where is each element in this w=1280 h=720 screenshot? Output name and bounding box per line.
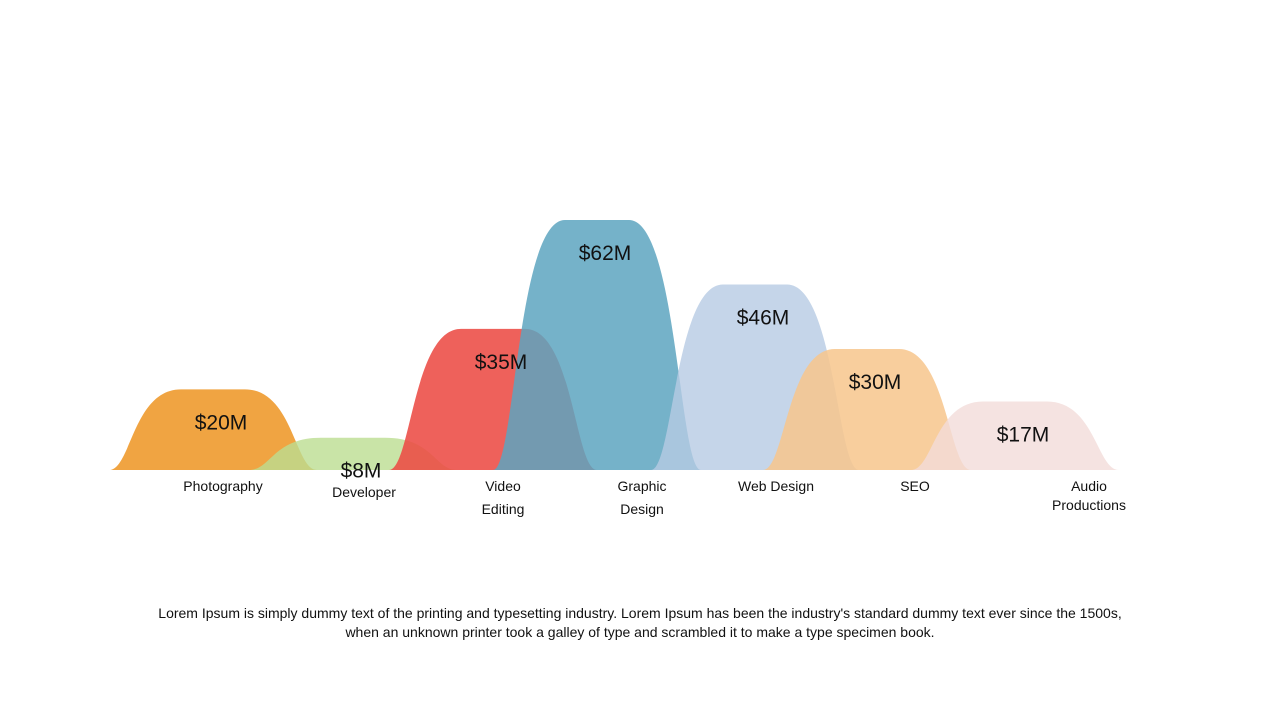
caption-line-2: when an unknown printer took a galley of… — [345, 624, 935, 640]
category-label-video-editing: Video Editing — [482, 478, 525, 517]
category-label-line: Developer — [332, 484, 396, 500]
category-label-audio-productions: Audio Productions — [1052, 478, 1126, 513]
category-label-line: Audio — [1071, 478, 1107, 494]
bump-audio-productions — [911, 401, 1119, 470]
category-label-line: Video — [485, 478, 521, 494]
value-label-developer: $8M — [341, 460, 382, 483]
bump-photography — [109, 389, 317, 470]
bump-seo — [763, 349, 971, 470]
bump-graphic-design — [493, 220, 701, 470]
category-label-graphic-design: Graphic Design — [617, 478, 666, 517]
category-label-line: Design — [620, 501, 664, 517]
category-label-developer: Developer — [332, 484, 396, 500]
category-label-line: Web Design — [738, 478, 814, 494]
value-label-web-design: $46M — [737, 307, 790, 330]
value-label-video-editing: $35M — [475, 351, 528, 374]
caption-line-1: Lorem Ipsum is simply dummy text of the … — [158, 605, 1122, 621]
category-label-line: Photography — [183, 478, 262, 494]
category-label-line: Graphic — [617, 478, 666, 494]
category-label-web-design: Web Design — [738, 478, 814, 494]
category-label-photography: Photography — [183, 478, 262, 494]
chart-category-labels: Photography Developer Video Editing Graphic D… — [183, 478, 1126, 517]
value-label-graphic-design: $62M — [579, 242, 632, 265]
category-label-seo: SEO — [900, 478, 930, 494]
value-label-seo: $30M — [849, 371, 902, 394]
caption-text: Lorem Ipsum is simply dummy text of the … — [120, 604, 1160, 642]
category-label-line: Editing — [482, 501, 525, 517]
chart-shapes — [109, 220, 1119, 470]
value-label-photography: $20M — [195, 411, 248, 434]
value-label-audio-productions: $17M — [997, 423, 1050, 446]
category-label-line: Productions — [1052, 497, 1126, 513]
category-label-line: SEO — [900, 478, 930, 494]
chart-value-labels: $20M $8M $35M $62M $46M $30M $17M — [195, 242, 1050, 483]
